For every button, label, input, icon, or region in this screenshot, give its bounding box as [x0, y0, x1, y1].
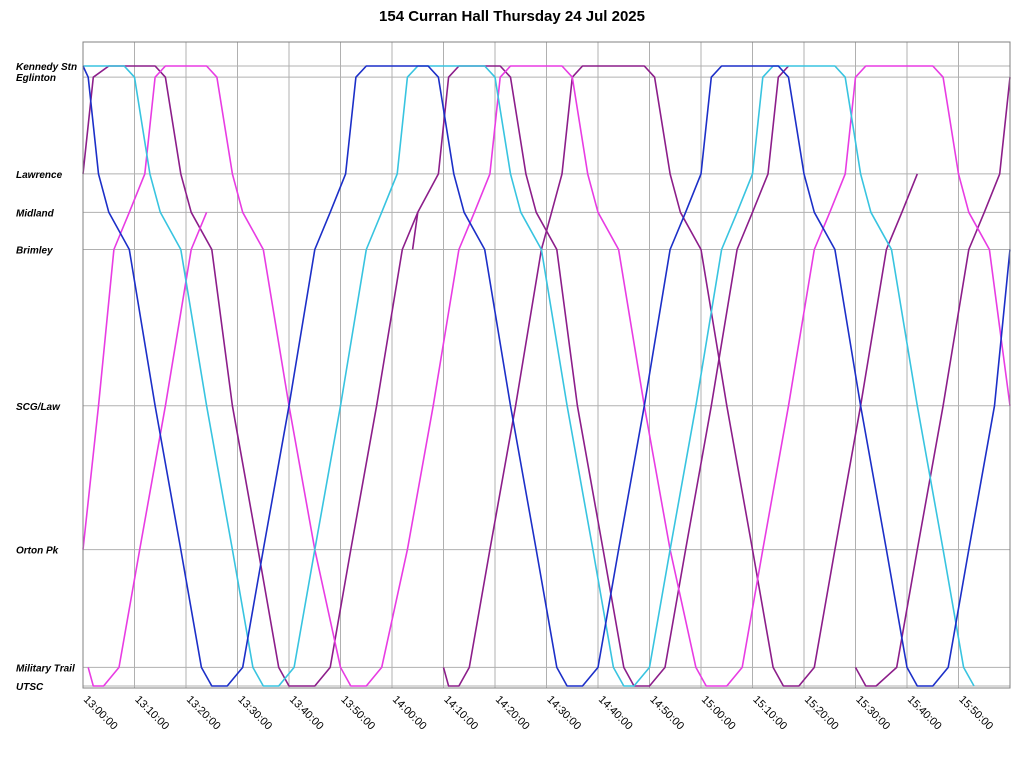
- x-tick-label: 14:00:00: [390, 694, 429, 733]
- x-tick-label: 15:00:00: [699, 694, 738, 733]
- y-tick-label: Midland: [16, 208, 55, 219]
- chart-title: 154 Curran Hall Thursday 24 Jul 2025: [379, 8, 645, 25]
- series-lines: [82, 65, 1011, 687]
- x-tick-label: 13:30:00: [235, 694, 274, 733]
- y-tick-label: Brimley: [16, 246, 53, 257]
- grid: [82, 42, 1010, 688]
- series-line-purple-2: [442, 65, 919, 687]
- x-tick-label: 13:40:00: [287, 694, 326, 733]
- x-tick-label: 13:50:00: [338, 694, 377, 733]
- x-tick-label: 15:10:00: [750, 694, 789, 733]
- y-tick-label: Orton Pk: [16, 546, 59, 557]
- y-tick-label: SCG/Law: [16, 402, 61, 413]
- x-tick-label: 15:20:00: [802, 694, 841, 733]
- x-tick-label: 14:10:00: [441, 694, 480, 733]
- series-line-blue-7: [82, 65, 1011, 687]
- x-tick-label: 13:20:00: [184, 694, 223, 733]
- x-tick-label: 15:50:00: [956, 694, 995, 733]
- x-tick-label: 13:00:00: [81, 694, 120, 733]
- x-tick-label: 15:40:00: [905, 694, 944, 733]
- y-tick-label: Kennedy Stn: [16, 62, 77, 73]
- x-tick-label: 14:30:00: [544, 694, 583, 733]
- series-line-purple-3: [854, 77, 1011, 687]
- x-tick-label: 13:10:00: [132, 694, 171, 733]
- y-tick-label: UTSC: [16, 682, 44, 693]
- y-tick-label: Eglinton: [16, 73, 56, 84]
- series-line-magenta-5: [87, 211, 208, 687]
- plot-frame: [82, 41, 1011, 689]
- x-tick-label: 15:30:00: [853, 694, 892, 733]
- series-line-magenta-4: [82, 65, 1011, 687]
- x-tick-label: 14:20:00: [493, 694, 532, 733]
- y-tick-label: Lawrence: [16, 170, 63, 181]
- axis-labels: 13:00:00 13:10:00 13:20:00 13:30:00 13:40:00…: [16, 62, 995, 732]
- series-line-cyan-6: [83, 65, 975, 687]
- y-tick-label: Military Trail: [16, 663, 75, 674]
- x-tick-label: 14:40:00: [596, 694, 635, 733]
- x-tick-label: 14:50:00: [647, 694, 686, 733]
- series-line-purple-1: [411, 212, 419, 250]
